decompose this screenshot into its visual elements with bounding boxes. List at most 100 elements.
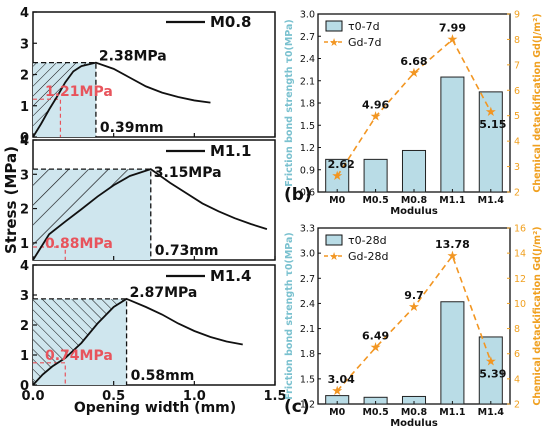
opening-width-label: 0.39mm: [100, 120, 164, 136]
right-tick-label: 4: [514, 137, 520, 148]
peak-stress-label: 3.15MPa: [154, 165, 222, 181]
left-subplots: 0 1 2 3 4 M0.8 2.38MPa 1.21MPa 0.39mm 1 2 3 4 M1.1 3.1…: [20, 6, 287, 404]
left-tick-label: 3.0: [300, 249, 315, 260]
x-tick-label: M1.1: [439, 407, 465, 418]
gd-value-label: 6.68: [400, 55, 427, 68]
y-tick-label: 2: [20, 203, 29, 218]
left-tick-label: 1.5: [300, 374, 315, 385]
right-tick-label: 10: [514, 299, 526, 310]
x-tick-label: M0.8: [401, 195, 428, 206]
right-tick-label: 8: [514, 35, 520, 46]
gd-value-label: 5.39: [479, 367, 506, 380]
peak-guide-lines: [33, 61, 97, 137]
bar-M0.5: [363, 158, 388, 193]
right-tick-label: 16: [514, 224, 526, 235]
right-tick-label: 9: [514, 10, 520, 21]
right-tick-label: 5: [514, 111, 520, 122]
legend-bar-swatch: [325, 20, 343, 32]
legend-label: M0.8: [210, 13, 252, 31]
peak-stress-label: 2.87MPa: [130, 285, 198, 301]
gd-point-marker: ★: [370, 110, 382, 125]
right-tick-label: 6: [514, 86, 520, 97]
bar-M0.8: [401, 149, 427, 193]
left-tick-label: 2.4: [300, 54, 315, 65]
bar-M1.1: [440, 301, 465, 405]
left-xlabel: Opening width (mm): [74, 400, 236, 416]
friction-guide-lines: [33, 246, 66, 260]
x-tick-label: 1.5: [263, 389, 286, 404]
gd-point-marker: ★: [485, 354, 497, 369]
y-tick-label: 0: [20, 379, 29, 394]
panel-letter: (c): [284, 397, 310, 417]
left-tick-label: 2.1: [300, 324, 315, 335]
x-tick-label: 0.0: [21, 389, 44, 404]
gd-value-label: 3.04: [328, 373, 355, 386]
gd-value-label: 2.62: [328, 158, 355, 171]
right-tick-label: 4: [514, 374, 520, 385]
x-tick-label: 0.5: [102, 389, 125, 404]
y-tick-label: 3: [20, 168, 29, 183]
hatched-region: [33, 62, 96, 137]
y-tick-label: 4: [20, 134, 29, 149]
gd-point-marker: ★: [331, 169, 343, 184]
gd-line: [336, 254, 492, 392]
friction-stress-label: 0.88MPa: [45, 236, 113, 252]
gd-value-label: 9.7: [404, 289, 424, 302]
left-axis-label: Friction bond strength τ0(MPa): [284, 232, 295, 399]
gd-value-label: 5.15: [479, 118, 506, 131]
friction-guide-lines: [33, 362, 66, 385]
gd-value-label: 6.49: [362, 330, 389, 343]
legend-bar-label: τ0-28d: [348, 234, 387, 247]
left-tick-label: 2.1: [300, 76, 315, 87]
x-tick-label: 1.0: [183, 389, 206, 404]
right-tick-label: 7: [514, 60, 520, 71]
right-tick-label: 6: [514, 349, 520, 360]
x-axis-label: Modulus: [390, 206, 438, 217]
left-tick-label: 2.7: [300, 274, 315, 285]
friction-stress-label: 0.74MPa: [45, 348, 113, 364]
x-tick-label: M0.5: [362, 195, 388, 206]
y-tick-label: 3: [20, 37, 29, 52]
y-tick-label: 4: [20, 6, 29, 21]
gd-point-marker: ★: [370, 341, 382, 356]
right-tick-label: 14: [514, 249, 526, 260]
left-axis-label: Friction bond strength τ0(MPa): [284, 19, 295, 186]
y-tick-label: 1: [20, 237, 29, 252]
x-tick-label: M0: [329, 195, 345, 206]
gd-value-label: 13.78: [435, 238, 470, 251]
legend-line-label: Gd-7d: [348, 36, 381, 49]
gd-point-marker: ★: [331, 384, 343, 399]
bar-M1.1: [440, 76, 465, 193]
left-tick-label: 1.8: [300, 349, 315, 360]
gd-point-marker: ★: [408, 300, 420, 315]
panel-c: ★3.04★6.49★9.7★13.78★5.391.21.51.82.12.4…: [284, 224, 543, 430]
opening-width-label: 0.58mm: [131, 368, 195, 384]
gd-value-label: 7.99: [439, 22, 466, 35]
peak-guide-lines: [33, 168, 152, 260]
left-tick-label: 1.2: [300, 143, 315, 154]
friction-guide-lines: [33, 98, 62, 137]
x-tick-label: M0.8: [401, 407, 428, 418]
right-tick-label: 2: [514, 188, 520, 199]
legend-label: M1.4: [210, 267, 252, 285]
left-tick-label: 0.9: [300, 165, 315, 176]
right-tick-label: 12: [514, 274, 526, 285]
left-tick-label: 3.0: [300, 10, 315, 21]
x-axis-label: Modulus: [390, 418, 438, 429]
stress-curve: [33, 297, 243, 385]
friction-stress-label: 1.21MPa: [45, 84, 113, 100]
subplot-M1.1: 1 2 3 4 M1.1 3.15MPa 0.88MPa 0.73mm: [20, 134, 276, 261]
x-tick-label: M0: [329, 407, 345, 418]
y-tick-label: 0: [20, 131, 29, 146]
hatched-region: [33, 169, 151, 260]
subplot-M1.4: 0 1 2 3 4 M1.4 2.87MPa 0.74MPa 0.58mm 0.0 0.5 1.0 1.…: [20, 259, 287, 404]
legend-bar-label: τ0-7d: [348, 20, 380, 33]
gd-value-label: 4.96: [362, 99, 389, 112]
stress-curve: [33, 168, 268, 260]
right-axis-label: Chemical detackification Gd(J/m²): [532, 226, 543, 405]
y-tick-label: 1: [20, 349, 29, 364]
right-tick-label: 3: [514, 162, 520, 173]
y-tick-label: 3: [20, 289, 29, 304]
peak-stress-label: 2.38MPa: [99, 49, 167, 65]
